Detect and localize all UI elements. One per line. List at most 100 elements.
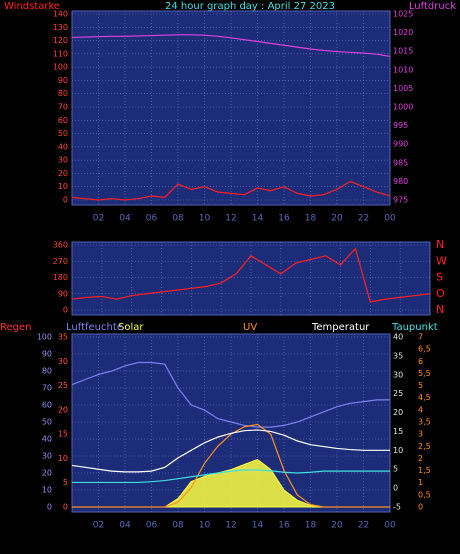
y-tick-label: W	[436, 254, 447, 267]
y-tick-label: 60	[42, 401, 52, 410]
y-tick-label: 5	[63, 478, 68, 487]
y-tick-label: 20	[58, 405, 68, 414]
y-tick-label: 985	[393, 158, 408, 167]
y-tick-label: 130	[53, 23, 68, 32]
x-tick-label: 22	[358, 214, 369, 224]
y-tick-label: 80	[58, 89, 68, 98]
y-tick-label: 80	[42, 367, 52, 376]
y-tick-label: 1025	[393, 10, 413, 19]
y-tick-label: 5	[393, 465, 398, 474]
y-tick-label: S	[436, 271, 443, 284]
legend-label: Temperatur	[311, 322, 370, 333]
y-tick-label: 100	[53, 63, 68, 72]
y-tick-label: 1,5	[418, 466, 431, 475]
y-tick-label: 90	[42, 350, 52, 359]
y-tick-label: 990	[393, 140, 408, 149]
x-tick-label: 20	[331, 214, 343, 224]
y-tick-label: 2,5	[418, 442, 431, 451]
y-tick-label: 5,5	[418, 369, 431, 378]
x-tick-label: 22	[358, 521, 369, 531]
y-tick-label: 1000	[393, 103, 413, 112]
x-tick-label: 06	[146, 214, 158, 224]
line	[71, 247, 431, 303]
y-tick-label: 0	[63, 196, 68, 205]
x-tick-label: 08	[172, 214, 184, 224]
y-tick-label: 70	[42, 384, 52, 393]
y-tick-label: 20	[393, 408, 403, 417]
y-tick-label: 90	[58, 76, 68, 85]
y-tick-label: 50	[58, 129, 68, 138]
y-tick-label: N	[436, 303, 444, 316]
y-tick-label: 1	[418, 478, 423, 487]
y-tick-label: 70	[58, 103, 68, 112]
x-tick-label: 14	[252, 521, 264, 531]
y-tick-label: 0	[418, 503, 423, 512]
y-tick-label: 35	[393, 351, 403, 360]
x-tick-label: 10	[199, 214, 211, 224]
y-tick-label: 4	[418, 405, 423, 414]
x-tick-label: 14	[252, 214, 264, 224]
chart-title: 24 hour graph day : April 27 2023	[165, 1, 335, 12]
x-tick-label: 04	[119, 521, 131, 531]
line	[72, 423, 390, 508]
y-tick-label: 10	[42, 486, 52, 495]
y-tick-label: 270	[53, 257, 68, 266]
y-tick-label: 3,5	[418, 418, 431, 427]
y-tick-label: 40	[58, 142, 68, 151]
y-tick-label: 1010	[393, 65, 413, 74]
y-tick-label: 25	[393, 389, 403, 398]
x-tick-label: 02	[93, 214, 104, 224]
line	[72, 469, 390, 484]
line	[71, 34, 391, 57]
x-tick-label: 06	[146, 521, 158, 531]
y-tick-label: 360	[53, 241, 68, 250]
y-tick-label: 0	[63, 306, 68, 315]
line	[71, 180, 391, 201]
x-tick-label: 00	[384, 521, 396, 531]
line	[71, 429, 390, 473]
y-tick-label: 10	[58, 454, 68, 463]
y-tick-label: 100	[37, 333, 52, 342]
x-tick-label: 10	[199, 521, 211, 531]
y-tick-label: 7	[418, 333, 423, 342]
y-tick-label: 1020	[393, 28, 413, 37]
y-tick-label: 140	[53, 10, 68, 19]
y-tick-label: 1005	[393, 84, 413, 93]
y-tick-label: 975	[393, 196, 408, 205]
x-tick-label: 12	[225, 214, 236, 224]
y-tick-label: 60	[58, 116, 68, 125]
legend-label: Taupunkt	[391, 322, 438, 333]
y-tick-label: 20	[58, 169, 68, 178]
y-tick-label: 30	[42, 452, 52, 461]
axis-label: Regen	[0, 322, 32, 333]
y-tick-label: 120	[53, 36, 68, 45]
legend-label: UV	[243, 322, 257, 333]
legend-label: Solar	[118, 322, 144, 333]
x-tick-label: 02	[93, 521, 104, 531]
y-tick-label: 3	[418, 430, 423, 439]
legend-label: Luftfeuchte	[66, 322, 123, 333]
y-tick-label: 0	[63, 503, 68, 512]
line	[71, 361, 390, 428]
y-tick-label: 980	[393, 177, 408, 186]
y-tick-label: 2	[418, 454, 423, 463]
x-tick-label: 18	[305, 214, 317, 224]
y-tick-label: 1015	[393, 47, 413, 56]
y-tick-label: 20	[42, 469, 52, 478]
y-tick-label: 0	[393, 484, 398, 493]
y-tick-label: 110	[53, 49, 68, 58]
y-tick-label: 6	[418, 357, 423, 366]
x-tick-label: 08	[172, 521, 184, 531]
x-tick-label: 18	[305, 521, 317, 531]
x-tick-label: 04	[119, 214, 131, 224]
y-tick-label: 15	[58, 430, 68, 439]
x-tick-label: 20	[331, 521, 343, 531]
y-tick-label: 4,5	[418, 393, 431, 402]
y-tick-label: 10	[393, 446, 403, 455]
legend-label: Windstarke	[4, 1, 60, 12]
y-tick-label: O	[436, 287, 445, 300]
y-tick-label: -5	[393, 503, 401, 512]
y-tick-label: 10	[58, 182, 68, 191]
y-tick-label: 40	[393, 333, 403, 342]
